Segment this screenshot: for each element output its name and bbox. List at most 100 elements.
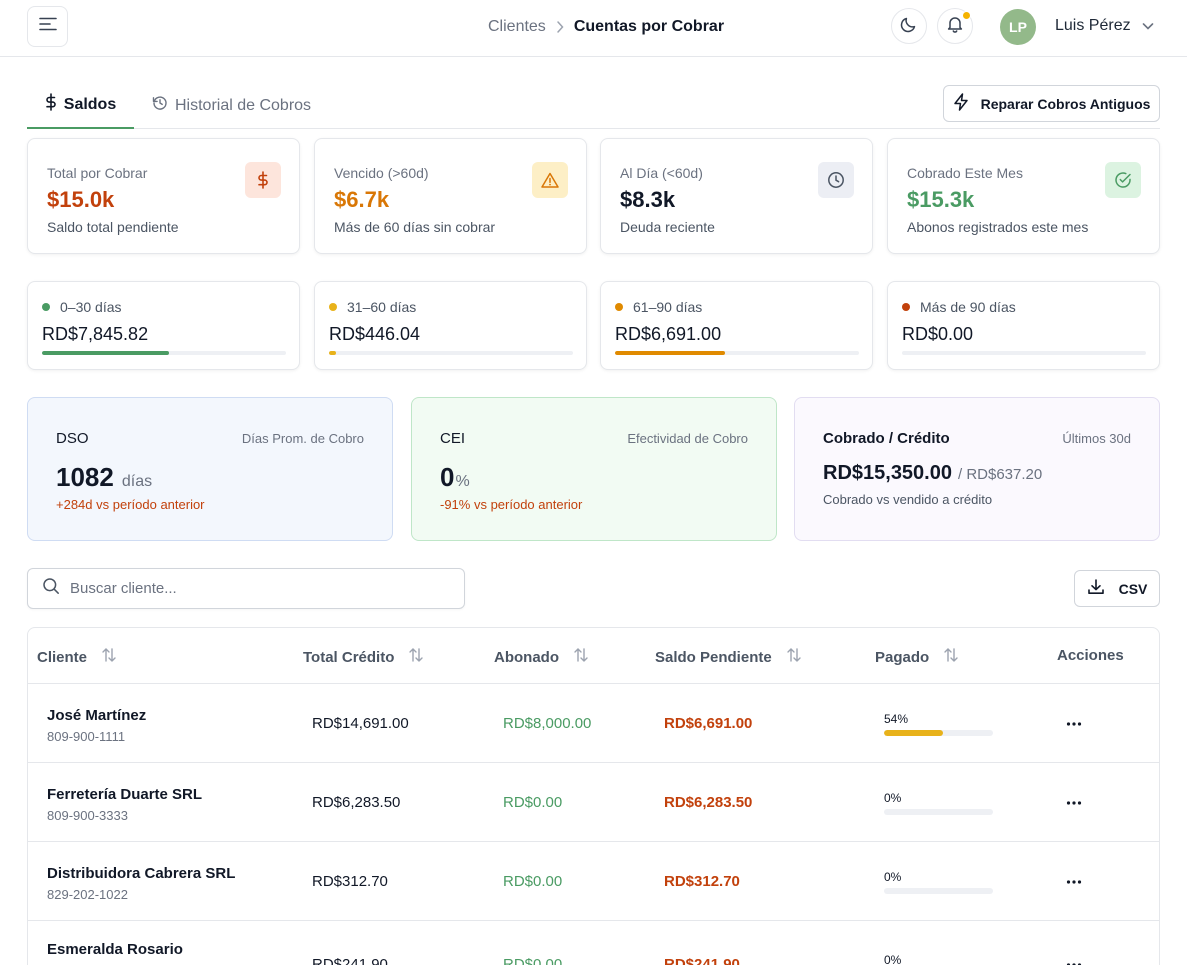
column-header-cliente[interactable]: Cliente — [37, 647, 117, 667]
tab-historial[interactable]: Historial de Cobros — [152, 82, 311, 129]
aging-progress-bar — [329, 351, 573, 355]
amount-paid: RD$0.00 — [503, 956, 563, 965]
aging-progress-bar — [42, 351, 286, 355]
kpi-caption: Días Prom. de Cobro — [241, 431, 364, 446]
aging-progress-fill — [615, 351, 725, 355]
sort-icon — [573, 647, 589, 667]
total-credit: RD$6,283.50 — [312, 794, 401, 811]
tab-bar: Saldos Historial de Cobros — [27, 82, 1160, 129]
client-name[interactable]: Esmeralda Rosario — [47, 941, 183, 958]
stat-label: Vencido (>60d) — [334, 165, 429, 181]
notification-dot — [962, 11, 971, 20]
kpi-caption: Efectividad de Cobro — [627, 431, 748, 446]
kpi-title: CEI — [440, 430, 466, 447]
amount-paid: RD$0.00 — [503, 873, 563, 890]
paid-progress-bar — [884, 809, 993, 815]
lightning-icon — [953, 93, 969, 114]
chevron-right-icon — [556, 21, 564, 33]
chevron-down-icon[interactable] — [1141, 19, 1155, 38]
tab-saldos[interactable]: Saldos — [27, 82, 134, 129]
kpi-card-cei: CEI Efectividad de Cobro 0% -91% vs perí… — [411, 397, 777, 541]
row-actions-button[interactable] — [1064, 872, 1084, 888]
column-header-saldo-pendiente[interactable]: Saldo Pendiente — [655, 647, 802, 667]
row-actions-button[interactable] — [1064, 793, 1084, 809]
table-row[interactable]: Esmeralda Rosario RD$241.90 RD$0.00 RD$2… — [28, 921, 1159, 965]
kpi-trend: +284d vs período anterior — [56, 497, 205, 512]
aging-label-text: Más de 90 días — [920, 299, 1016, 315]
column-header-acciones: Acciones — [1057, 647, 1124, 664]
aging-progress-bar — [902, 351, 1146, 355]
avatar[interactable]: LP — [1000, 9, 1036, 45]
status-dot — [329, 303, 337, 311]
more-horizontal-icon — [1066, 713, 1082, 731]
column-header-abonado[interactable]: Abonado — [494, 647, 589, 667]
client-name[interactable]: Distribuidora Cabrera SRL — [47, 865, 236, 882]
menu-button[interactable] — [27, 6, 68, 47]
column-label: Acciones — [1057, 647, 1124, 664]
top-bar: Clientes Cuentas por Cobrar LP Luis Pére… — [0, 0, 1187, 57]
client-phone: 809-900-3333 — [47, 808, 128, 823]
kpi-unit: % — [455, 473, 470, 490]
stat-label: Cobrado Este Mes — [907, 165, 1023, 181]
more-horizontal-icon — [1066, 954, 1082, 965]
column-label: Abonado — [494, 648, 559, 666]
repair-old-payments-button[interactable]: Reparar Cobros Antiguos — [943, 85, 1160, 122]
breadcrumb-clientes[interactable]: Clientes — [488, 18, 546, 35]
table-header: Cliente Total Crédito Abonado Saldo Pend… — [28, 628, 1159, 684]
notifications-button[interactable] — [937, 8, 973, 44]
user-name[interactable]: Luis Pérez — [1055, 17, 1131, 34]
aging-progress-fill — [42, 351, 169, 355]
aging-progress-fill — [329, 351, 337, 355]
column-header-total-credito[interactable]: Total Crédito — [303, 647, 424, 667]
row-actions-button[interactable] — [1064, 714, 1084, 730]
kpi-number: 0 — [440, 462, 455, 492]
column-header-pagado[interactable]: Pagado — [875, 647, 959, 667]
paid-percent: 0% — [884, 953, 902, 965]
theme-toggle-button[interactable] — [891, 8, 927, 44]
aging-card-0-30: 0–30 días RD$7,845.82 — [27, 281, 300, 370]
kpi-note: Cobrado vs vendido a crédito — [823, 492, 993, 507]
stat-value: $15.0k — [47, 187, 115, 212]
paid-progress-bar — [884, 730, 993, 736]
column-label: Pagado — [875, 648, 930, 666]
total-credit: RD$14,691.00 — [312, 715, 409, 732]
csv-button-label: CSV — [1118, 580, 1148, 597]
breadcrumb: Clientes Cuentas por Cobrar — [488, 17, 724, 37]
aging-card-31-60: 31–60 días RD$446.04 — [314, 281, 587, 370]
client-phone: 809-900-1111 — [47, 729, 126, 744]
paid-progress-bar — [884, 888, 993, 894]
stat-card-current: Al Día (<60d) $8.3k Deuda reciente — [600, 138, 873, 254]
search-input[interactable] — [70, 580, 430, 597]
status-dot — [902, 303, 910, 311]
row-actions-button[interactable] — [1064, 955, 1084, 965]
paid-percent: 0% — [884, 870, 902, 884]
stat-label: Total por Cobrar — [47, 165, 148, 181]
client-name[interactable]: José Martínez — [47, 707, 147, 724]
tab-label: Historial de Cobros — [175, 96, 312, 114]
stat-subtitle: Deuda reciente — [620, 219, 715, 235]
table-row[interactable]: José Martínez 809-900-1111 RD$14,691.00 … — [28, 684, 1159, 763]
aging-value: RD$6,691.00 — [615, 324, 722, 344]
client-name[interactable]: Ferretería Duarte SRL — [47, 786, 203, 803]
stat-value: $6.7k — [334, 187, 390, 212]
kpi-caption: Últimos 30d — [1062, 431, 1131, 446]
kpi-value: RD$15,350.00 / RD$637.20 — [823, 462, 1042, 485]
tab-label: Saldos — [63, 95, 117, 113]
menu-icon — [38, 17, 57, 36]
kpi-title: Cobrado / Crédito — [823, 430, 950, 447]
warning-icon — [532, 162, 568, 198]
kpi-title: DSO — [56, 430, 89, 447]
kpi-number: 1082 — [56, 462, 114, 492]
column-label: Saldo Pendiente — [655, 648, 772, 666]
paid-progress-fill — [884, 730, 943, 736]
table-row[interactable]: Distribuidora Cabrera SRL 829-202-1022 R… — [28, 842, 1159, 921]
aging-label-text: 31–60 días — [347, 299, 417, 315]
sort-icon — [101, 647, 117, 667]
status-dot — [42, 303, 50, 311]
stat-value: $15.3k — [907, 187, 975, 212]
aging-label: Más de 90 días — [902, 299, 1016, 315]
table-row[interactable]: Ferretería Duarte SRL 809-900-3333 RD$6,… — [28, 763, 1159, 842]
export-csv-button[interactable]: CSV — [1074, 570, 1160, 607]
status-dot — [615, 303, 623, 311]
sort-icon — [943, 647, 959, 667]
